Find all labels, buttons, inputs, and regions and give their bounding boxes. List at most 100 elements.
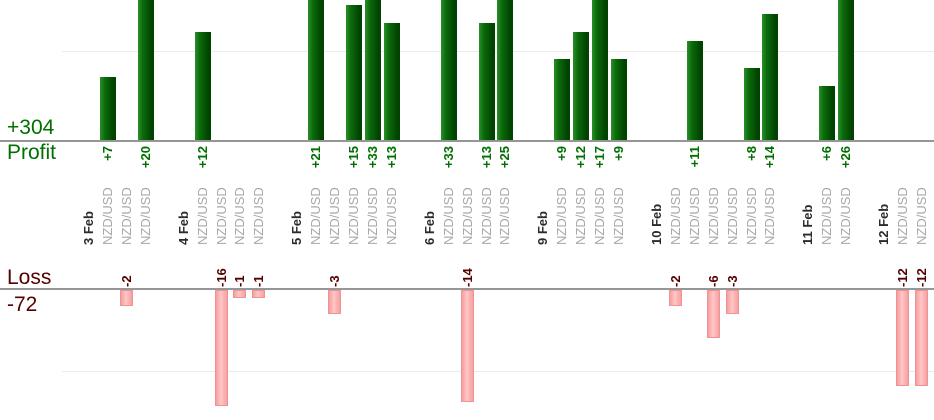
- loss-value-label: -1: [232, 275, 248, 287]
- x-axis-symbol-label: NZD/USD: [459, 187, 475, 245]
- loss-value-label: -2: [667, 275, 683, 287]
- x-axis-symbol-label: NZD/USD: [667, 187, 683, 245]
- x-axis-symbol-label: NZD/USD: [364, 187, 380, 245]
- profit-bar: [611, 59, 628, 140]
- profit-value-label: +9: [611, 146, 627, 161]
- profit-value-label: +20: [137, 146, 153, 169]
- x-axis-symbol-label: NZD/USD: [213, 187, 229, 245]
- loss-bar: [252, 290, 266, 298]
- profit-total: +304: [7, 116, 55, 139]
- x-axis-symbol-label: NZD/USD: [913, 187, 929, 245]
- loss-bar: [895, 290, 909, 386]
- profit-value-label: +25: [497, 146, 513, 169]
- profit-value-label: +7: [99, 146, 115, 161]
- x-axis-symbol-label: NZD/USD: [611, 187, 627, 245]
- profit-axis-label: Profit: [7, 141, 57, 164]
- x-axis-symbol-label: NZD/USD: [705, 187, 721, 245]
- x-axis-symbol-label: NZD/USD: [327, 187, 343, 245]
- profit-value-label: +12: [194, 146, 210, 169]
- gridline-loss: [62, 371, 934, 372]
- profit-value-label: +26: [838, 146, 854, 169]
- loss-value-label: -14: [459, 268, 475, 287]
- x-axis-symbol-label: NZD/USD: [308, 187, 324, 245]
- x-axis-date-label: 10 Feb: [648, 203, 664, 245]
- loss-bar: [706, 290, 720, 338]
- x-axis-date-label: 5 Feb: [289, 211, 305, 245]
- x-axis-symbol-label: NZD/USD: [478, 187, 494, 245]
- profit-bar: [308, 0, 325, 140]
- profit-value-label: +12: [573, 146, 589, 169]
- loss-value-label: -6: [705, 275, 721, 287]
- loss-bar: [214, 290, 228, 406]
- x-axis-symbol-label: NZD/USD: [592, 187, 608, 245]
- loss-bar: [460, 290, 474, 402]
- profit-bar: [440, 0, 457, 140]
- profit-value-label: +13: [383, 146, 399, 169]
- profit-value-label: +13: [478, 146, 494, 169]
- profit-value-label: +8: [743, 146, 759, 161]
- x-axis-symbol-label: NZD/USD: [194, 187, 210, 245]
- x-axis-symbol-label: NZD/USD: [743, 187, 759, 245]
- loss-value-label: -16: [213, 268, 229, 287]
- profit-bar: [194, 32, 211, 140]
- profit-bar: [383, 23, 400, 140]
- loss-axis-label: Loss: [7, 266, 52, 289]
- loss-value-label: -12: [913, 268, 929, 287]
- loss-zero-axis: [0, 288, 934, 290]
- loss-bar: [233, 290, 247, 298]
- x-axis-symbol-label: NZD/USD: [137, 187, 153, 245]
- profit-value-label: +17: [592, 146, 608, 169]
- loss-value-label: -12: [894, 268, 910, 287]
- profit-value-label: +9: [554, 146, 570, 161]
- profit-value-label: +6: [819, 146, 835, 161]
- loss-value-label: -3: [327, 275, 343, 287]
- x-axis-date-label: 3 Feb: [81, 211, 96, 245]
- x-axis-date-label: 11 Feb: [800, 204, 816, 245]
- loss-value-label: -1: [251, 275, 267, 287]
- profit-bar: [137, 0, 154, 140]
- x-axis-symbol-label: NZD/USD: [573, 187, 589, 245]
- x-axis-symbol-label: NZD/USD: [497, 187, 513, 245]
- x-axis-symbol-label: NZD/USD: [724, 187, 740, 245]
- profit-bar: [573, 32, 590, 140]
- profit-bar: [819, 86, 836, 140]
- profit-bar: [554, 59, 571, 140]
- loss-value-label: -2: [118, 275, 134, 287]
- x-axis-symbol-label: NZD/USD: [118, 187, 134, 245]
- loss-bar: [119, 290, 133, 306]
- loss-value-label: -3: [724, 275, 740, 287]
- x-axis-symbol-label: NZD/USD: [440, 187, 456, 245]
- profit-bar: [686, 41, 703, 140]
- loss-bar: [328, 290, 342, 314]
- profit-zero-axis: [0, 140, 934, 142]
- x-axis-symbol-label: NZD/USD: [819, 187, 835, 245]
- loss-total: -72: [7, 293, 38, 316]
- profit-value-label: +33: [440, 146, 456, 169]
- profit-value-label: +14: [762, 146, 778, 169]
- x-axis-date-label: 12 Feb: [876, 203, 892, 245]
- x-axis-symbol-label: NZD/USD: [686, 187, 702, 245]
- profit-bar: [592, 0, 609, 140]
- profit-value-label: +21: [308, 146, 324, 169]
- x-axis-symbol-label: NZD/USD: [838, 187, 854, 245]
- x-axis-date-label: 6 Feb: [421, 211, 437, 245]
- loss-bar: [668, 290, 682, 306]
- profit-bar: [838, 0, 855, 140]
- x-axis-date-label: 9 Feb: [535, 211, 551, 245]
- profit-value-label: +11: [686, 146, 702, 168]
- x-axis-symbol-label: NZD/USD: [762, 187, 778, 245]
- x-axis-symbol-label: NZD/USD: [232, 187, 248, 245]
- loss-bar: [914, 290, 928, 386]
- profit-bar: [99, 77, 116, 140]
- profit-value-label: +15: [346, 146, 362, 169]
- profit-bar: [497, 0, 514, 140]
- loss-bar: [725, 290, 739, 314]
- x-axis-symbol-label: NZD/USD: [99, 187, 115, 245]
- x-axis-date-label: 4 Feb: [175, 211, 191, 245]
- profit-bar: [346, 5, 363, 140]
- x-axis-symbol-label: NZD/USD: [383, 187, 399, 245]
- x-axis-symbol-label: NZD/USD: [554, 187, 570, 245]
- profit-value-label: +33: [364, 146, 380, 169]
- profit-bar: [364, 0, 381, 140]
